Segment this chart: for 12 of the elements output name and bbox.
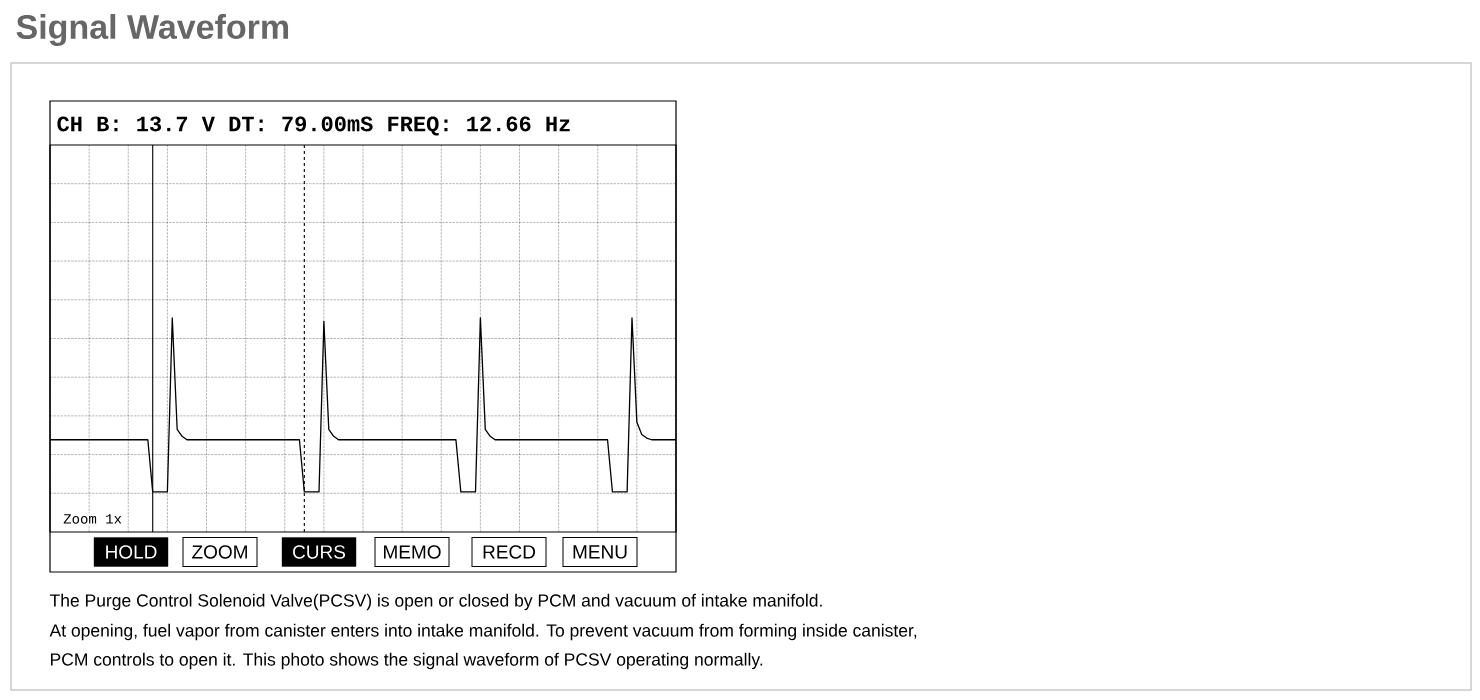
text: Zoom 1x (63, 514, 122, 524)
text: At opening, fuel vapor from canister enters into intake manifold. To prevent vacuum from forming inside canister, (49, 623, 917, 641)
text: MENU (573, 545, 627, 559)
text: MEMO (384, 545, 441, 559)
chart-subtitle: CH B: 13.7 V DT: 79.00mS FREQ: 12.66 Hz (57, 116, 570, 136)
text: RECD (483, 545, 536, 559)
text: PCM controls to open it. This photo shows the signal waveform of PCSV operating normally. (50, 652, 763, 670)
chart-title: Signal Waveform (16, 14, 289, 46)
text: The Purge Control Solenoid Valve(PCSV) is open or closed by PCM and vacuum of intake manifold. (49, 593, 822, 611)
text: CURS (293, 545, 346, 559)
text: HOLD (106, 545, 157, 559)
text: ZOOM (192, 545, 247, 559)
